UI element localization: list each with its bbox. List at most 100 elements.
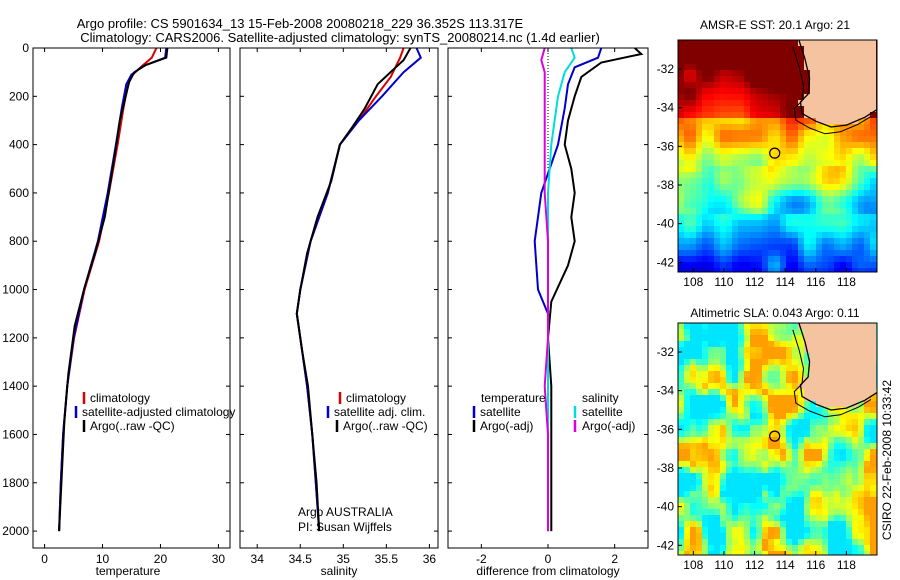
map-cell <box>696 100 702 106</box>
map-cell <box>792 184 798 190</box>
map-cell <box>732 208 738 214</box>
map-cell <box>738 353 744 359</box>
map-cell <box>846 160 852 166</box>
map-cell <box>750 208 756 214</box>
map-cell <box>684 124 690 130</box>
map-cell <box>816 551 822 555</box>
map-cell <box>732 76 738 82</box>
map-cell <box>804 443 810 449</box>
map-cell <box>810 148 816 154</box>
map-cell <box>828 208 834 214</box>
map-cell <box>744 503 750 509</box>
map-cell <box>858 467 864 473</box>
map-cell <box>852 142 858 148</box>
map-cell <box>804 172 810 178</box>
map-cell <box>864 539 870 545</box>
map-cell <box>690 431 696 437</box>
map-cell <box>720 437 726 443</box>
map-cell <box>780 184 786 190</box>
map-cell <box>726 365 732 371</box>
map-cell <box>774 88 780 94</box>
map-cell <box>804 40 810 46</box>
map-cell <box>840 533 846 539</box>
map-cell <box>792 70 798 76</box>
map-cell <box>786 413 792 419</box>
map-cell <box>858 118 864 124</box>
map-cell <box>732 232 738 238</box>
map-cell <box>756 443 762 449</box>
map-cell <box>774 238 780 244</box>
map-cell <box>744 497 750 503</box>
map-cell <box>780 485 786 491</box>
map-cell <box>756 178 762 184</box>
map-cell <box>792 413 798 419</box>
map-cell <box>798 262 804 268</box>
map-cell <box>834 443 840 449</box>
map-cell <box>852 539 858 545</box>
map-cell <box>762 443 768 449</box>
map-cell <box>822 527 828 533</box>
map-cell <box>702 166 708 172</box>
map-cell <box>792 383 798 389</box>
map-cell <box>870 202 876 208</box>
map-cell <box>750 106 756 112</box>
map-cell <box>696 250 702 256</box>
map-cell <box>816 70 822 76</box>
map-cell <box>684 353 690 359</box>
map-cell <box>708 419 714 425</box>
map-cell <box>786 232 792 238</box>
map-cell <box>750 431 756 437</box>
map-cell <box>810 503 816 509</box>
map-cell <box>708 52 714 58</box>
map-cell <box>762 232 768 238</box>
map-cell <box>840 443 846 449</box>
map-cell <box>714 365 720 371</box>
map-cell <box>726 100 732 106</box>
map-x-tick-label: 108 <box>683 275 703 289</box>
map-cell <box>732 515 738 521</box>
map-cell <box>816 527 822 533</box>
map-cell <box>792 166 798 172</box>
map-cell <box>810 521 816 527</box>
map-cell <box>804 497 810 503</box>
map-cell <box>858 178 864 184</box>
map-cell <box>792 220 798 226</box>
map-cell <box>810 184 816 190</box>
map-cell <box>828 359 834 365</box>
map-cell <box>732 437 738 443</box>
map-cell <box>840 244 846 250</box>
map-cell <box>822 497 828 503</box>
map-cell <box>786 371 792 377</box>
map-cell <box>768 467 774 473</box>
map-cell <box>750 437 756 443</box>
map-cell <box>822 503 828 509</box>
map-cell <box>768 250 774 256</box>
map-cell <box>816 250 822 256</box>
map-cell <box>708 473 714 479</box>
map-cell <box>750 58 756 64</box>
map-cell <box>864 365 870 371</box>
map-cell <box>684 503 690 509</box>
map-cell <box>768 232 774 238</box>
map-cell <box>810 130 816 136</box>
map-cell <box>798 124 804 130</box>
map-cell <box>714 268 720 272</box>
map-cell <box>852 76 858 82</box>
map-cell <box>840 46 846 52</box>
map-cell <box>774 106 780 112</box>
map-cell <box>738 70 744 76</box>
map-cell <box>756 449 762 455</box>
map-cell <box>750 112 756 118</box>
map-cell <box>828 395 834 401</box>
map-cell <box>702 347 708 353</box>
map-cell <box>756 154 762 160</box>
map-cell <box>744 250 750 256</box>
map-cell <box>852 214 858 220</box>
map-cell <box>864 545 870 551</box>
map-cell <box>774 443 780 449</box>
map-cell <box>696 545 702 551</box>
map-cell <box>702 244 708 250</box>
map-cell <box>738 515 744 521</box>
map-cell <box>774 419 780 425</box>
map-cell <box>816 521 822 527</box>
